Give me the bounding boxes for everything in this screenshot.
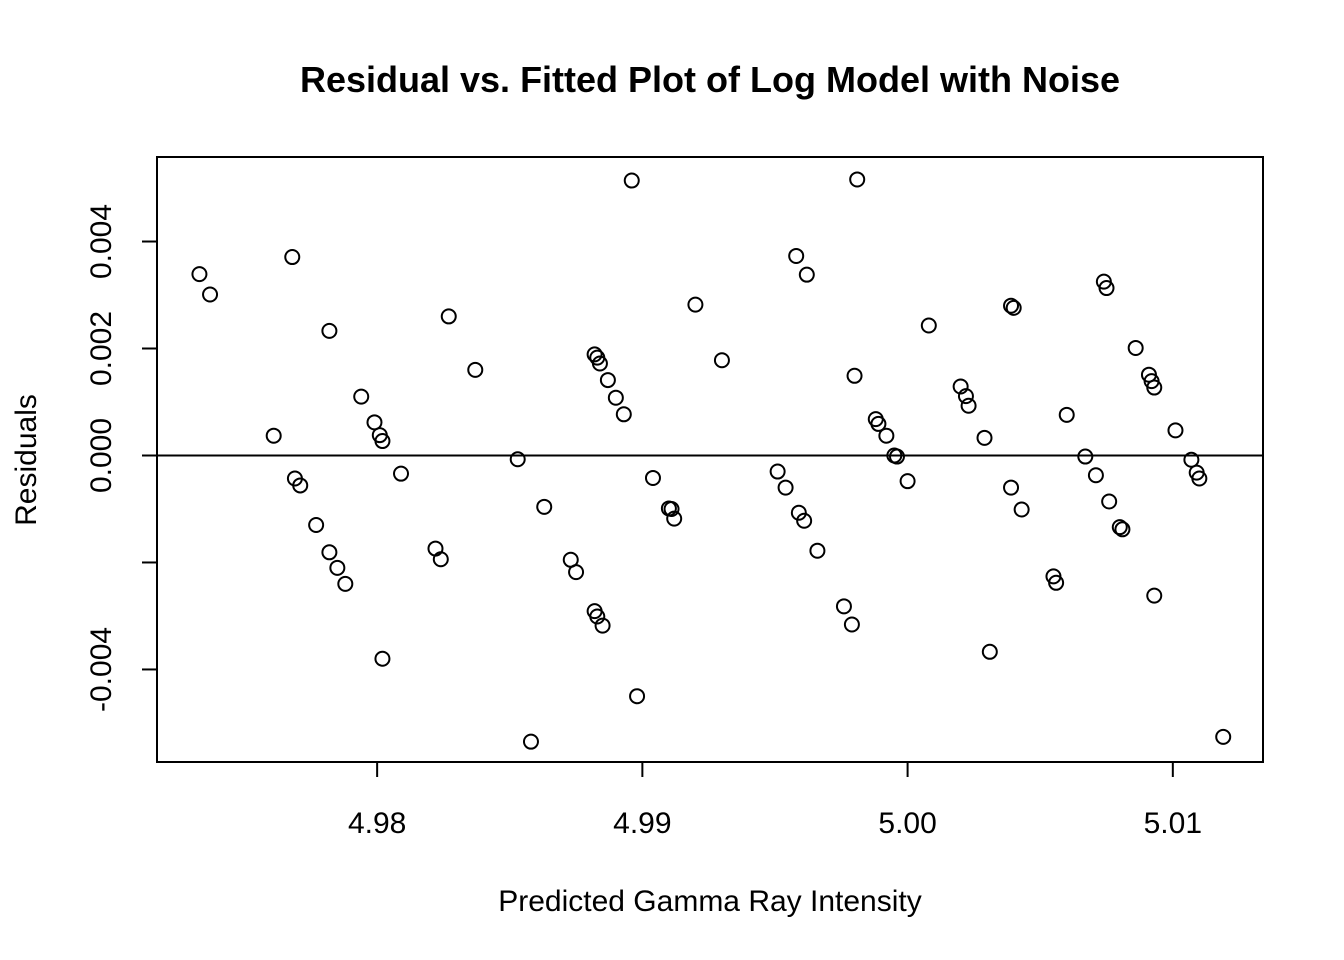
data-point [1013, 501, 1030, 518]
data-point [981, 643, 998, 660]
x-tick-label: 4.98 [348, 807, 406, 840]
data-point [191, 266, 208, 283]
data-point [957, 388, 974, 405]
data-point [599, 372, 616, 389]
y-axis-label: Residuals [10, 394, 43, 526]
data-point [586, 346, 603, 363]
data-point [920, 317, 937, 334]
data-point [666, 510, 683, 527]
x-tick-label: 4.99 [613, 807, 671, 840]
data-point [1101, 493, 1118, 510]
data-point [308, 517, 325, 534]
data-point [888, 448, 905, 465]
data-point [321, 322, 338, 339]
y-tick-label: 0.002 [85, 311, 118, 386]
data-point [509, 451, 526, 468]
data-point [798, 266, 815, 283]
data-point [353, 388, 370, 405]
data-point [1003, 479, 1020, 496]
data-point [629, 688, 646, 705]
data-point [432, 551, 449, 568]
data-point [265, 427, 282, 444]
x-tick-label: 5.01 [1144, 807, 1202, 840]
data-point [1077, 448, 1094, 465]
data-point [960, 397, 977, 414]
data-point [292, 477, 309, 494]
data-point [522, 733, 539, 750]
data-point [644, 469, 661, 486]
data-point [607, 389, 624, 406]
data-point [713, 352, 730, 369]
data-point [796, 512, 813, 529]
data-point [769, 463, 786, 480]
data-point [952, 378, 969, 395]
data-point [440, 308, 457, 325]
y-tick-label: 0.000 [85, 418, 118, 493]
data-point [835, 598, 852, 615]
data-point [1005, 299, 1022, 316]
data-point [284, 249, 301, 266]
data-point [536, 498, 553, 515]
y-tick-label: 0.004 [85, 204, 118, 279]
data-point [374, 650, 391, 667]
data-point [374, 433, 391, 450]
y-axis: -0.004 0.000 0.002 0.004 [85, 204, 158, 712]
y-tick-label: -0.004 [85, 627, 118, 712]
data-point [329, 559, 346, 576]
data-point [878, 427, 895, 444]
data-point [976, 429, 993, 446]
data-point [1003, 297, 1020, 314]
data-point [687, 296, 704, 313]
data-points [191, 171, 1232, 750]
data-point [1146, 379, 1163, 396]
x-axis-label: Predicted Gamma Ray Intensity [498, 885, 922, 918]
x-axis: 4.98 4.99 5.00 5.01 [348, 761, 1202, 840]
data-point [1215, 728, 1232, 745]
plot-frame [156, 156, 1264, 763]
data-point [1167, 422, 1184, 439]
data-point [321, 544, 338, 561]
data-point [777, 479, 794, 496]
data-point [1087, 467, 1104, 484]
data-point [393, 465, 410, 482]
data-point [623, 172, 640, 189]
data-point [1146, 587, 1163, 604]
data-point [594, 617, 611, 634]
data-point [591, 355, 608, 372]
data-point [568, 564, 585, 581]
data-point [846, 367, 863, 384]
data-point [899, 473, 916, 490]
data-point [202, 286, 219, 303]
data-point [589, 608, 606, 625]
data-point [788, 247, 805, 264]
data-point [1114, 521, 1131, 538]
data-point [790, 504, 807, 521]
data-point [1127, 339, 1144, 356]
data-point [337, 575, 354, 592]
data-point [809, 542, 826, 559]
data-point [870, 415, 887, 432]
data-point [1048, 574, 1065, 591]
data-point [615, 406, 632, 423]
chart-title: Residual vs. Fitted Plot of Log Model wi… [300, 59, 1120, 100]
data-point [843, 616, 860, 633]
data-point [1191, 470, 1208, 487]
data-point [663, 500, 680, 517]
x-tick-label: 5.00 [878, 807, 936, 840]
data-point [467, 361, 484, 378]
data-point [1111, 519, 1128, 536]
data-point [1098, 280, 1115, 297]
data-point [849, 171, 866, 188]
data-point [1058, 406, 1075, 423]
